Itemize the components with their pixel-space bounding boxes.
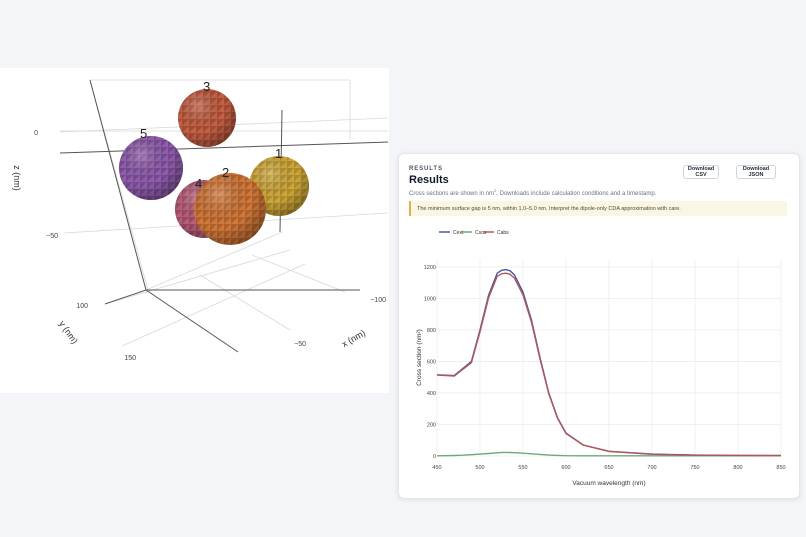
results-eyebrow: RESULTS [409, 166, 443, 172]
sphere-1-label: 1 [275, 146, 282, 161]
y-tick-label: 1200 [424, 265, 436, 271]
scene-3d-plot[interactable]: z (nm) y (nm) x (nm) 0 −50 100 150 −100 … [0, 68, 389, 393]
gap-warning-notice: The minimum surface gap is 5 nm, within … [409, 201, 787, 216]
x-tick-label: 500 [475, 465, 484, 471]
y-tick-label: 0 [433, 454, 436, 460]
sphere-2-label: 2 [222, 165, 229, 180]
results-card: RESULTS Results Cross sections are shown… [398, 153, 800, 499]
z-tick: −50 [46, 233, 58, 240]
sphere-4-label: 4 [195, 176, 202, 191]
legend-label: Cabs [497, 230, 509, 236]
y-tick: 100 [76, 303, 88, 310]
chart-y-axis-label: Cross section (nm²) [416, 329, 423, 386]
results-subtitle-pre: Cross sections are shown in nm [409, 191, 495, 197]
x-axis-label: x (nm) [340, 328, 367, 349]
results-subtitle: Cross sections are shown in nm2. Downloa… [409, 188, 656, 197]
chart-x-axis-label: Vacuum wavelength (nm) [572, 480, 645, 487]
results-subtitle-post: . Downloads include calculation conditio… [496, 191, 657, 197]
x-tick-label: 850 [776, 465, 785, 471]
sphere-5[interactable]: 5 [119, 126, 183, 200]
download-csv-button[interactable]: Download CSV [683, 165, 719, 179]
x-tick-label: 700 [647, 465, 656, 471]
cross-section-chart[interactable]: 450 500 550 600 650 700 750 800 850 0 200 400 600 800… [399, 224, 799, 496]
x-tick-label: 750 [690, 465, 699, 471]
y-tick-label: 600 [427, 359, 436, 365]
sphere-2[interactable]: 2 [194, 165, 266, 245]
results-subtitle-sup: 2 [494, 188, 497, 193]
y-tick-label: 200 [427, 422, 436, 428]
x-tick-label: 650 [604, 465, 613, 471]
z-axis-label: z (nm) [12, 165, 22, 191]
legend-label: Cext [453, 230, 464, 236]
gap-warning-text: The minimum surface gap is 5 nm, within … [417, 205, 681, 212]
series-line-cabs [436, 272, 782, 457]
download-json-button[interactable]: Download JSON [736, 165, 776, 179]
results-title: Results [409, 174, 449, 186]
sphere-3[interactable]: 3 [178, 79, 236, 147]
x-tick-label: 800 [733, 465, 742, 471]
x-tick-label: 450 [432, 465, 441, 471]
y-tick-label: 800 [427, 328, 436, 334]
legend-label: Csca [475, 230, 487, 236]
x-tick: −50 [294, 341, 306, 348]
y-tick: 150 [124, 355, 136, 362]
y-tick-label: 1000 [424, 296, 436, 302]
sphere-5-label: 5 [140, 126, 147, 141]
sphere-3-label: 3 [203, 79, 210, 94]
y-tick-label: 400 [427, 391, 436, 397]
scene-3d-panel[interactable]: z (nm) y (nm) x (nm) 0 −50 100 150 −100 … [0, 68, 389, 393]
y-axis-label: y (nm) [57, 319, 80, 346]
x-tick-label: 600 [561, 465, 570, 471]
z-tick: 0 [34, 130, 38, 137]
series-line-csca [436, 451, 781, 457]
x-tick: −100 [370, 297, 386, 304]
x-tick-label: 550 [518, 465, 527, 471]
